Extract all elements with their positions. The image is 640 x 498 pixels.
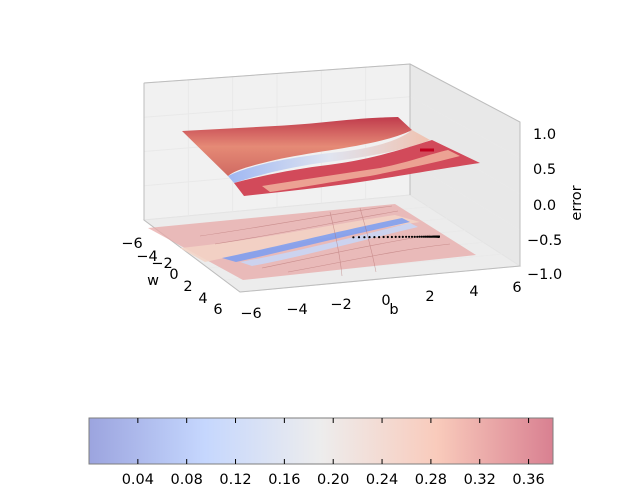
descent-path-point: [357, 236, 361, 239]
colorbar-tick-label: 0.20: [317, 472, 349, 488]
descent-path-point: [352, 236, 355, 239]
surface-back-sheet: [182, 117, 412, 176]
colorbar: 0.04 0.08 0.12 0.16 0.20 0.24 0.28 0.32 0.36: [88, 417, 554, 488]
w-tick: −4: [136, 249, 157, 265]
colorbar-tick-label: 0.24: [366, 472, 398, 488]
error-tick: 0.5: [533, 162, 556, 178]
descent-path-point: [422, 235, 425, 238]
error-surface: [182, 117, 480, 196]
descent-path-point: [437, 235, 440, 238]
descent-path-point: [420, 235, 423, 238]
error-tick: −0.5: [527, 233, 562, 249]
b-tick: 2: [425, 289, 434, 305]
descent-path-point: [394, 235, 397, 238]
surface-front-highlight: [262, 150, 460, 192]
contour-band-warm: [180, 215, 420, 262]
descent-path-point: [378, 236, 381, 239]
contour-projection: [148, 204, 476, 280]
w-axis-ticks: −6 −4 −2 0 2 4 6: [121, 236, 222, 318]
b-axis-label: b: [389, 302, 398, 318]
descent-path-point: [386, 235, 389, 239]
grid-line: [409, 96, 521, 159]
grid-line: [143, 96, 411, 118]
descent-path-point: [390, 235, 393, 239]
b-tick: −4: [286, 302, 307, 318]
w-tick: 6: [213, 302, 222, 318]
descent-path-point: [408, 235, 411, 238]
colorbar-tick-label: 0.36: [512, 472, 544, 488]
error-tick: 0.0: [533, 198, 556, 214]
colorbar-tick-label: 0.28: [415, 472, 447, 488]
colorbar-tick-label: 0.08: [171, 472, 203, 488]
grid-line: [409, 161, 521, 231]
b-tick: 6: [512, 280, 521, 296]
colorbar-tick-label: 0.04: [122, 472, 154, 488]
descent-path-point: [416, 235, 419, 238]
error-axis-ticks: 1.0 0.5 0.0 −0.5 −1.0: [527, 127, 562, 283]
w-axis-label: w: [147, 273, 159, 289]
w-tick: 4: [198, 291, 207, 307]
descent-path-point: [418, 235, 421, 238]
b-tick: 4: [469, 284, 478, 300]
contour-lines: [199, 205, 451, 277]
surface-valley: [228, 130, 430, 183]
colorbar-gradient: [88, 417, 554, 465]
colorbar-tick-label: 0.12: [219, 472, 251, 488]
descent-path-point: [426, 235, 429, 238]
b-tick: −6: [240, 306, 261, 322]
contour-band-blue: [222, 218, 410, 262]
error-axis-label: error: [569, 185, 585, 220]
w-tick: −6: [121, 236, 142, 252]
descent-path-point: [398, 235, 401, 238]
w-tick: 0: [169, 267, 178, 283]
descent-path-point: [373, 236, 376, 239]
descent-path: [352, 235, 440, 239]
b-tick: 0: [381, 293, 390, 309]
descent-path-point: [410, 235, 414, 238]
descent-path-point: [368, 236, 371, 239]
descent-path-point: [382, 235, 385, 239]
b-axis-ticks: −6 −4 −2 0 2 4 6: [240, 280, 521, 322]
colorbar-tick-label: 0.32: [464, 472, 496, 488]
error-tick: −1.0: [527, 267, 562, 283]
colorbar-tick-label: 0.16: [268, 472, 300, 488]
descent-path-point: [363, 236, 366, 239]
descent-path-point: [405, 235, 408, 238]
descent-path-point: [401, 235, 404, 238]
descent-path-point: [424, 235, 427, 238]
w-tick: 2: [183, 279, 192, 295]
error-tick: 1.0: [533, 127, 556, 143]
b-tick: −2: [330, 297, 351, 313]
w-tick: −2: [151, 256, 172, 272]
descent-path-point: [413, 235, 416, 238]
colorbar-ticks: 0.04 0.08 0.12 0.16 0.20 0.24 0.28 0.32 0.36: [122, 418, 545, 488]
contour-band-light: [240, 223, 418, 266]
